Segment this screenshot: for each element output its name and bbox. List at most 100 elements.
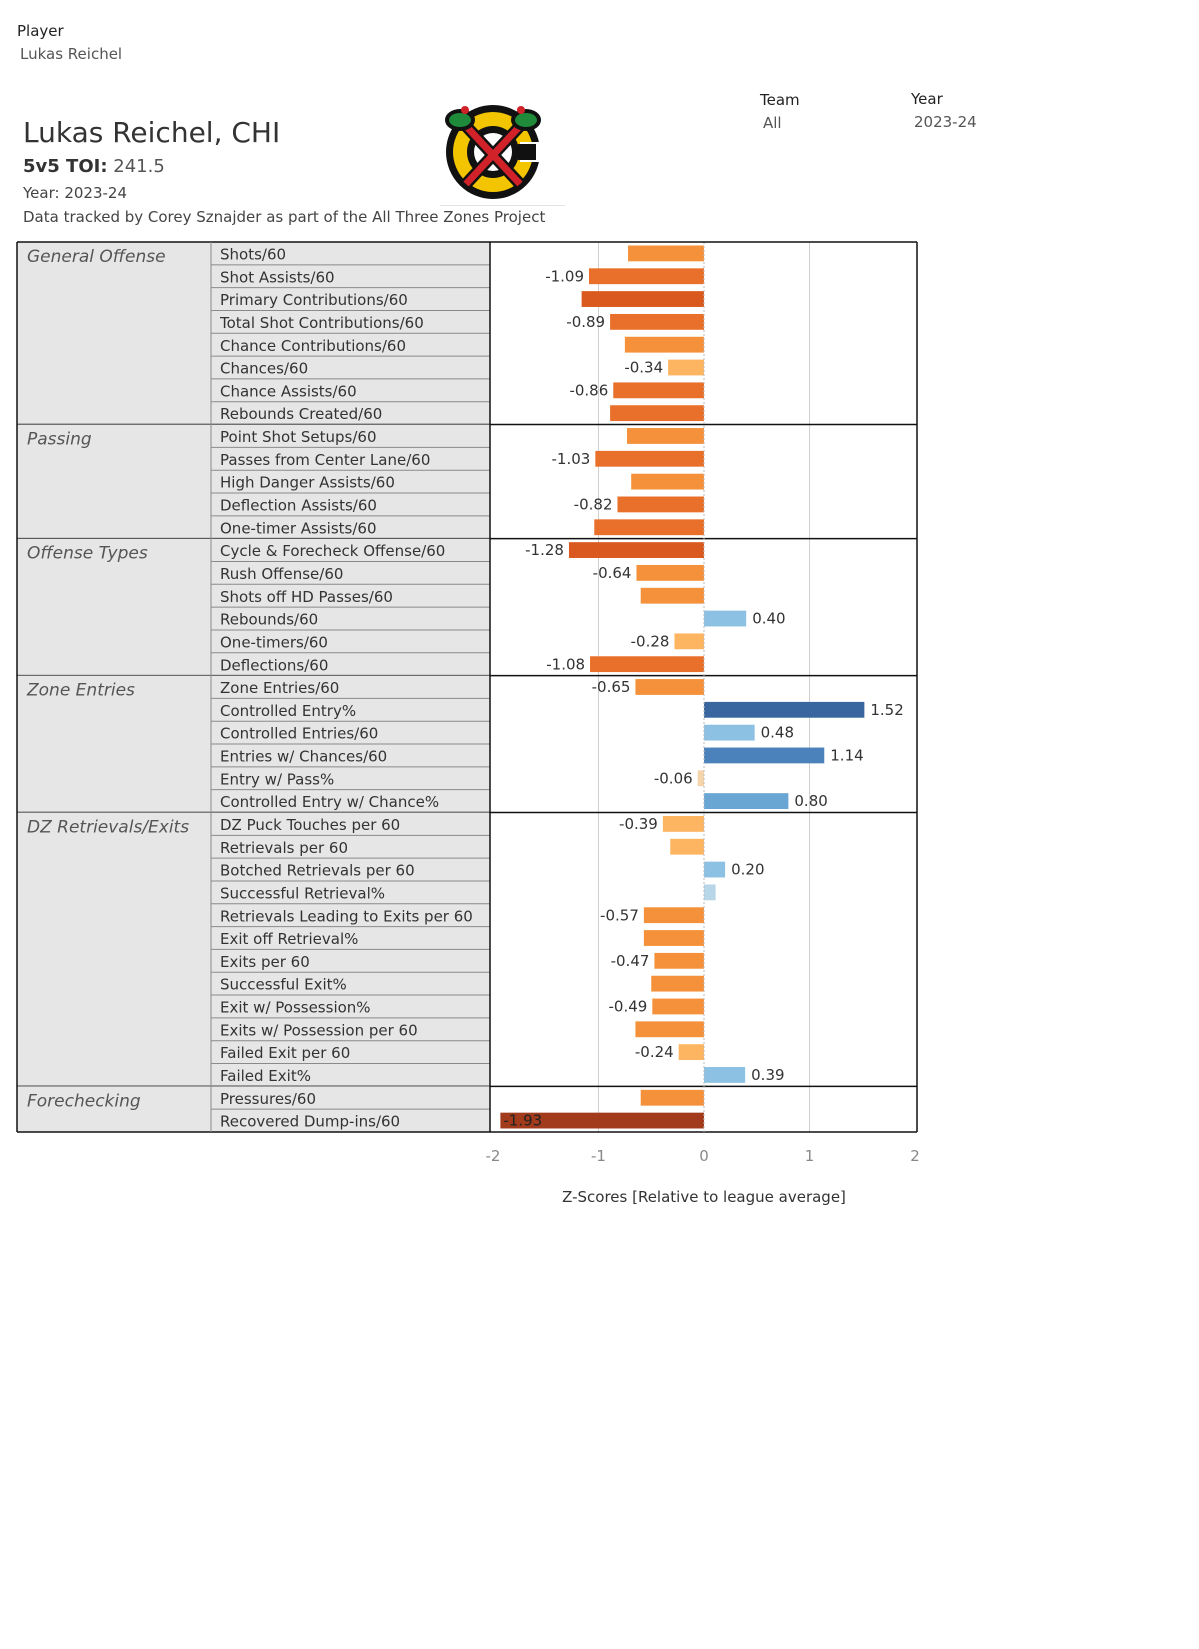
data-label: -0.89 [566, 313, 605, 331]
bar [704, 610, 747, 627]
bar [704, 701, 865, 718]
metric-label: Exits w/ Possession per 60 [220, 1021, 418, 1039]
bar [610, 405, 704, 422]
section-label: Offense Types [27, 544, 148, 564]
player-filter-value[interactable]: Lukas Reichel [20, 45, 123, 63]
bar [640, 587, 704, 604]
metric-label: Controlled Entry w/ Chance% [220, 793, 439, 811]
bar [594, 519, 704, 536]
bar [568, 542, 704, 558]
metric-label: Chance Contributions/60 [220, 337, 406, 355]
data-label: -0.47 [611, 952, 650, 970]
data-label: -0.39 [619, 815, 658, 833]
data-label: -0.28 [631, 632, 670, 650]
x-axis-title: Z-Scores [Relative to league average] [562, 1188, 846, 1206]
bars [500, 245, 865, 1129]
metric-label: Retrievals per 60 [220, 839, 348, 857]
metric-label: Primary Contributions/60 [220, 291, 408, 309]
bar [635, 679, 704, 695]
section-cell [17, 242, 211, 425]
bar [662, 816, 704, 832]
data-label: 1.52 [870, 701, 903, 719]
data-label: -1.09 [545, 267, 584, 285]
bar [581, 291, 704, 307]
bar [626, 428, 704, 444]
data-label: -1.93 [503, 1112, 542, 1130]
section-label: DZ Retrievals/Exits [27, 818, 189, 838]
bar [697, 770, 704, 787]
toi-line: 5v5 TOI: 241.5 [23, 156, 165, 177]
bar [674, 633, 704, 650]
bar [643, 907, 704, 924]
bar [652, 998, 704, 1015]
team-filter-label: Team [760, 91, 800, 109]
bar [704, 793, 789, 809]
bar [640, 1089, 704, 1106]
toi-value: 241.5 [113, 156, 165, 177]
data-label: -0.57 [600, 906, 639, 924]
toi-label: 5v5 TOI: [23, 156, 108, 177]
section-cell [17, 1086, 211, 1132]
x-tick-label: 1 [805, 1147, 815, 1165]
metric-label: Controlled Entries/60 [220, 725, 378, 743]
metric-label: Passes from Center Lane/60 [220, 451, 430, 469]
data-label: -0.86 [569, 381, 608, 399]
data-label: 1.14 [830, 747, 863, 765]
bar [590, 656, 704, 673]
bar [651, 975, 704, 992]
metric-label: Cycle & Forecheck Offense/60 [220, 542, 445, 560]
bar [635, 1021, 704, 1038]
section-label: Passing [27, 430, 92, 450]
bar [704, 724, 755, 741]
section-cell [17, 675, 211, 813]
metric-label: Rebounds/60 [220, 611, 318, 629]
bar [624, 336, 704, 353]
metric-label: Chance Assists/60 [220, 382, 357, 400]
bar [643, 930, 704, 946]
section-cell [17, 424, 211, 539]
bar [610, 313, 704, 330]
metric-label: Deflection Assists/60 [220, 497, 377, 515]
metric-label: Chances/60 [220, 360, 308, 378]
data-label: -0.49 [608, 998, 647, 1016]
bar [595, 450, 704, 467]
gridlines [598, 242, 810, 1132]
bar [589, 268, 704, 285]
year-filter-label: Year [911, 90, 943, 108]
bar [628, 245, 704, 262]
metric-label: High Danger Assists/60 [220, 474, 395, 492]
bar [613, 382, 704, 399]
chicago-blackhawks-logo-icon [445, 105, 544, 199]
bar [704, 884, 716, 901]
bar [631, 473, 704, 490]
bar [636, 564, 704, 581]
data-label: 0.39 [751, 1066, 784, 1084]
metric-label: Controlled Entry% [220, 702, 356, 720]
metric-label: Entry w/ Pass% [220, 770, 334, 788]
data-label: 0.20 [731, 861, 764, 879]
x-tick-label: 0 [699, 1147, 709, 1165]
metric-label: Zone Entries/60 [220, 679, 339, 697]
page-title: Lukas Reichel, CHI [23, 116, 281, 149]
bar [704, 747, 825, 764]
year-filter-value[interactable]: 2023-24 [914, 113, 977, 131]
data-label: 0.40 [752, 610, 785, 628]
bar [678, 1044, 704, 1061]
metric-label: Failed Exit% [220, 1067, 311, 1085]
bar [704, 1067, 746, 1083]
team-filter-value[interactable]: All [763, 114, 782, 132]
bar [500, 1112, 704, 1129]
metric-label: Entries w/ Chances/60 [220, 748, 387, 766]
x-tick-label: 2 [910, 1147, 920, 1165]
x-tick-label: -1 [591, 1147, 606, 1165]
section-label: Forechecking [27, 1091, 141, 1111]
metric-label: Rebounds Created/60 [220, 405, 382, 423]
bar [704, 861, 726, 878]
bar [654, 952, 704, 969]
metric-label: Successful Retrieval% [220, 884, 385, 902]
metric-label: Failed Exit per 60 [220, 1044, 350, 1062]
metric-label: Recovered Dump-ins/60 [220, 1113, 400, 1131]
metric-label: Botched Retrievals per 60 [220, 862, 415, 880]
logo-underline [440, 205, 565, 206]
